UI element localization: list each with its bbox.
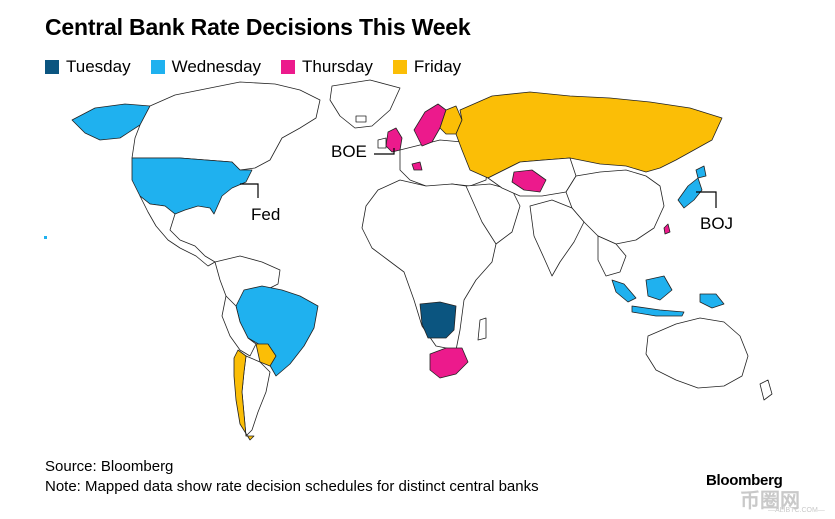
- region-alaska: [71, 103, 151, 141]
- chart-title: Central Bank Rate Decisions This Week: [45, 14, 471, 40]
- legend-swatch-wednesday: [150, 60, 165, 74]
- boe-callout-line: [374, 148, 395, 155]
- boj-label: BOJ: [700, 214, 734, 233]
- legend: Tuesday Wednesday Thursday Friday: [45, 57, 481, 77]
- footnote: Note: Mapped data show rate decision sch…: [45, 478, 539, 495]
- region-africa: [361, 179, 497, 351]
- region-southeast-asia: [597, 235, 627, 277]
- region-hawaii: [44, 236, 47, 239]
- legend-label-tuesday: Tuesday: [66, 57, 131, 76]
- region-angola: [419, 301, 457, 339]
- region-iceland: [355, 115, 367, 123]
- region-taiwan: [663, 223, 671, 235]
- region-mexico: [139, 195, 216, 267]
- region-russia: [455, 91, 723, 179]
- legend-label-wednesday: Wednesday: [171, 57, 262, 76]
- region-indonesia-java: [631, 305, 685, 317]
- legend-swatch-friday: [392, 60, 407, 74]
- legend-item-friday: Friday: [392, 57, 462, 77]
- region-madagascar: [477, 317, 487, 341]
- region-indonesia-sumatra: [611, 279, 637, 303]
- legend-label-thursday: Thursday: [302, 57, 373, 76]
- legend-item-tuesday: Tuesday: [45, 57, 131, 77]
- region-china: [565, 169, 665, 245]
- watermark: 币圈网: [740, 490, 800, 512]
- bloomberg-logo: Bloomberg: [706, 472, 783, 489]
- region-switzerland: [411, 161, 423, 171]
- region-png: [699, 293, 725, 309]
- legend-swatch-thursday: [281, 60, 296, 74]
- region-canada: [131, 81, 321, 171]
- region-ireland: [377, 137, 387, 149]
- region-india: [529, 199, 585, 277]
- region-japan-hokkaido: [695, 165, 707, 179]
- region-australia: [645, 317, 749, 389]
- legend-label-friday: Friday: [413, 57, 462, 76]
- watermark-sub: —ALIBTC.COM—: [768, 507, 825, 514]
- legend-item-wednesday: Wednesday: [150, 57, 262, 77]
- region-greenland: [329, 79, 401, 129]
- region-indonesia-borneo: [645, 275, 673, 301]
- legend-item-thursday: Thursday: [281, 57, 373, 77]
- region-peru-bolivia: [221, 295, 257, 357]
- legend-swatch-tuesday: [45, 60, 59, 74]
- region-argentina: [241, 355, 271, 437]
- source-note: Source: Bloomberg: [45, 458, 174, 475]
- region-paraguay: [255, 343, 277, 367]
- fed-callout-line: [240, 183, 259, 198]
- region-japan: [677, 177, 703, 209]
- region-uzbekistan: [511, 169, 547, 193]
- boe-label: BOE: [331, 142, 367, 161]
- region-chile: [233, 349, 255, 441]
- boj-callout-line: [696, 191, 717, 208]
- fed-label: Fed: [251, 205, 281, 224]
- region-south-africa: [429, 347, 469, 379]
- region-new-zealand: [759, 379, 773, 401]
